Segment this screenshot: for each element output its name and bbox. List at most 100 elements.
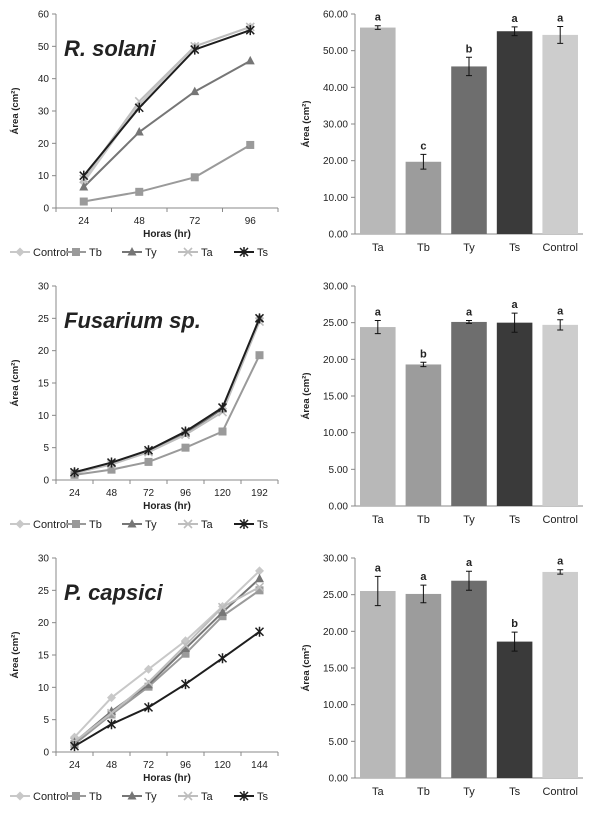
data-point <box>218 427 227 436</box>
x-tick-label: Control <box>542 514 577 526</box>
y-tick-label: 30.00 <box>323 282 348 293</box>
series-ta <box>69 317 265 478</box>
x-tick-label: Tb <box>417 514 430 526</box>
legend-label: Control <box>33 791 68 803</box>
y-tick-label: 0.00 <box>329 774 349 785</box>
bar-ta <box>360 327 396 506</box>
series-control <box>70 313 264 479</box>
data-point <box>79 181 89 191</box>
significance-letter: b <box>420 348 427 360</box>
x-tick-label: 96 <box>180 488 192 499</box>
legend-marker <box>15 519 25 529</box>
y-axis-label: Área (cm²) <box>10 88 21 135</box>
series-line <box>73 570 261 738</box>
significance-letter: b <box>466 43 473 55</box>
y-tick-label: 30 <box>38 282 50 293</box>
series-line <box>74 317 261 474</box>
series-line <box>74 317 261 475</box>
data-point <box>255 566 264 576</box>
x-tick-label: 192 <box>251 488 268 499</box>
data-point <box>254 626 265 637</box>
data-point <box>107 706 116 715</box>
error-bar <box>511 26 518 37</box>
error-bar <box>511 631 518 652</box>
legend-item-ta: Ta <box>178 247 214 259</box>
legend-marker <box>72 248 80 256</box>
y-tick-label: 25.00 <box>323 590 348 601</box>
legend-label: Tb <box>89 519 102 531</box>
significance-letter: a <box>466 557 473 569</box>
legend-item-ty: Ty <box>122 247 157 259</box>
x-tick-label: Control <box>542 242 577 254</box>
y-tick-label: 15 <box>38 379 50 390</box>
significance-letter: a <box>375 12 382 24</box>
error-bar <box>374 575 381 607</box>
bar-tb <box>405 161 442 234</box>
bar-ts <box>496 322 533 506</box>
series-tb <box>70 351 264 479</box>
data-point <box>246 140 255 149</box>
x-tick-label: Tb <box>417 786 430 798</box>
series-line <box>73 577 261 744</box>
y-tick-label: 20.00 <box>323 355 348 366</box>
series-ty <box>70 313 264 476</box>
legend-label: Ta <box>201 791 214 803</box>
significance-letter: a <box>375 562 382 574</box>
legend-label: Ta <box>201 519 214 531</box>
data-point <box>79 197 88 206</box>
series-ta <box>79 22 255 184</box>
significance-letter: a <box>557 556 564 568</box>
x-tick-label: 120 <box>214 760 231 771</box>
y-tick-label: 30.00 <box>323 554 348 565</box>
series-line <box>83 60 251 188</box>
pcapsici-line-chart: 0 5 10 15 20 25 30 24 48 72 96 120 144 Horas (hr) Área… <box>10 554 279 803</box>
y-tick-label: 50.00 <box>323 46 348 57</box>
significance-letter: a <box>557 12 564 24</box>
y-tick-label: 60 <box>38 10 50 21</box>
data-point <box>180 640 191 650</box>
fusarium-bar-panel: 0.00 5.00 10.00 15.00 20.00 25.00 30.00 Área (c… <box>295 272 590 542</box>
significance-letter: a <box>512 13 519 25</box>
data-point <box>254 582 265 592</box>
error-bar <box>557 569 564 575</box>
bar-ta <box>360 591 396 778</box>
x-tick-label: Ty <box>463 242 475 254</box>
series-line <box>74 317 261 474</box>
data-point <box>181 443 190 452</box>
data-point <box>254 313 265 324</box>
data-point <box>255 573 264 583</box>
legend-label: Ty <box>145 519 157 531</box>
legend-marker <box>183 791 193 801</box>
y-tick-label: 10 <box>38 171 50 182</box>
data-point <box>190 86 200 96</box>
series-line <box>74 354 261 476</box>
error-bar <box>466 319 472 324</box>
x-tick-label: 24 <box>69 760 81 771</box>
significance-letter: a <box>466 306 473 318</box>
x-tick-label: Ta <box>372 242 385 254</box>
significance-letter: a <box>375 306 382 318</box>
legend-label: Ta <box>201 247 214 259</box>
bar-ty <box>451 66 487 234</box>
data-point <box>180 679 191 690</box>
significance-letter: a <box>512 299 519 311</box>
data-point <box>218 607 227 616</box>
legend-marker <box>239 519 249 529</box>
error-bar <box>466 56 472 77</box>
data-point <box>143 445 154 456</box>
y-tick-label: 0.00 <box>329 230 349 241</box>
legend-label: Ts <box>257 247 269 259</box>
x-tick-label: Tb <box>417 242 430 254</box>
x-axis-label: Horas (hr) <box>143 229 191 240</box>
rsolani-line-chart: 0 10 20 30 40 50 60 24 48 72 96 Horas (hr) Área (cm²… <box>10 10 279 259</box>
legend-item-ts: Ts <box>234 247 269 259</box>
bar-ty <box>451 580 487 778</box>
legend-item-tb: Tb <box>66 519 102 531</box>
y-tick-label: 25.00 <box>323 318 348 329</box>
data-point <box>106 719 117 730</box>
data-point <box>217 402 228 413</box>
data-point <box>143 702 154 713</box>
y-axis-label: Área (cm²) <box>10 360 21 407</box>
data-point <box>69 741 80 752</box>
series-ts <box>69 626 265 752</box>
